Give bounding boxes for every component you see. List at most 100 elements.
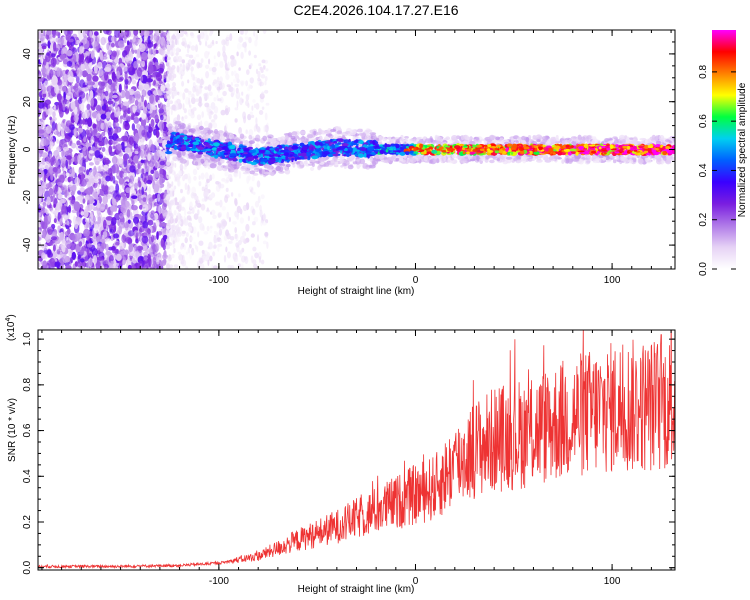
spectrogram-cell	[112, 94, 118, 99]
spectrogram-cell	[217, 244, 220, 252]
spectrogram-cell	[169, 99, 173, 104]
spectrogram-cell	[52, 167, 58, 173]
spectrogram-cell	[137, 60, 142, 64]
spectrogram-cell	[119, 76, 124, 81]
spectrogram-cell	[213, 244, 217, 249]
spectrogram-cell	[176, 33, 180, 40]
spectrogram-cell	[85, 51, 89, 56]
spectrogram-cell	[185, 96, 190, 105]
spectrogram-cell	[93, 64, 98, 74]
spectrogram-cell	[171, 181, 174, 187]
spectrogram-cell	[65, 120, 73, 128]
spectrogram-cell	[238, 249, 244, 254]
spectrogram-cell	[96, 113, 101, 122]
spectrogram-cell	[191, 73, 195, 81]
spectrogram-cell	[137, 84, 143, 91]
spectrogram-cell	[158, 205, 161, 214]
spectrogram-cell	[102, 55, 108, 60]
spectrogram-cell	[227, 106, 231, 113]
spectrogram-cell	[210, 102, 216, 110]
spectrogram-cell	[480, 156, 486, 162]
spectrogram-cell	[41, 45, 47, 50]
spectrogram-cell	[109, 228, 115, 234]
spectrogram-cell	[96, 206, 101, 217]
spectrogram-cell	[82, 146, 87, 151]
spectrogram-cell	[165, 83, 171, 88]
spectrogram-cell	[153, 202, 159, 207]
spectrogram-cell	[87, 259, 90, 268]
spectrogram-cell	[91, 248, 98, 256]
spectrogram-cell	[134, 150, 139, 155]
spectrogram-cell	[127, 257, 131, 265]
spectrogram-cell	[115, 196, 119, 203]
spectrogram-cell	[184, 115, 188, 120]
spectrogram-cell	[104, 72, 108, 81]
spectrogram-cell	[198, 257, 203, 262]
spectrogram-cell	[96, 236, 100, 243]
spectrogram-cell	[189, 32, 194, 36]
spectrogram-cell	[118, 222, 126, 229]
spectrogram-cell	[180, 74, 183, 80]
spectrogram-cell	[195, 98, 199, 102]
spectrogram-cell	[180, 245, 183, 250]
spectrogram-cell	[146, 179, 153, 185]
spectrogram-cell	[224, 62, 228, 71]
spectrogram-cell	[139, 225, 145, 233]
spectrogram-cell	[103, 179, 107, 186]
spectrogram-cell	[79, 249, 85, 255]
spectrogram-cell	[158, 121, 165, 131]
spectrogram-cell	[61, 245, 66, 253]
spectrogram-cell	[140, 159, 144, 164]
spectrogram-cell	[197, 209, 200, 216]
spectrogram-cell	[103, 30, 110, 35]
spectrogram-cell	[92, 123, 97, 130]
spectrogram-cell	[259, 66, 263, 71]
spectrogram-cell	[112, 122, 120, 128]
spectrogram-cell	[561, 159, 565, 164]
spectrogram-cell	[143, 83, 150, 90]
spectrogram-cell	[208, 58, 211, 65]
spectrogram-cell	[176, 114, 181, 122]
spectrogram-cell	[181, 80, 185, 87]
spectrogram-cell	[105, 203, 108, 210]
spectrogram-cell	[76, 140, 81, 146]
spectrogram-cell	[221, 39, 226, 46]
spectrogram-cell	[166, 90, 171, 95]
spectrogram-cell	[38, 262, 41, 268]
spectrogram-cell	[172, 240, 176, 249]
spectrogram-cell	[178, 91, 183, 97]
spectrogram-cell	[206, 225, 210, 232]
spectrogram-cell	[207, 246, 211, 250]
spectrogram-cell	[92, 79, 99, 89]
spectrogram-cell	[57, 122, 61, 133]
spectrogram-cell	[123, 153, 128, 162]
spectrogram-cell	[242, 231, 247, 237]
spectrogram-cell	[124, 30, 130, 38]
spectrogram-cell	[197, 231, 200, 238]
spectrogram-cell	[179, 65, 183, 72]
spectrogram-cell	[184, 40, 187, 49]
spectrogram-cell	[177, 220, 182, 225]
spectrogram-cell	[220, 220, 223, 228]
spectrogram-cell	[165, 135, 171, 141]
spectrogram-cell	[82, 111, 88, 120]
spectrogram-cell	[147, 229, 150, 236]
spectrogram-cell	[245, 223, 250, 232]
spectrogram-cell	[168, 166, 173, 174]
spectrogram-cell	[226, 211, 230, 220]
spectrogram-cell	[187, 184, 190, 191]
spectrogram-cell	[84, 30, 88, 34]
spectrogram-cell	[138, 105, 144, 110]
spectrogram-cell	[93, 40, 98, 51]
spectrogram-cell	[189, 251, 193, 260]
spectrogram-cell	[232, 221, 237, 225]
spectrogram-cell	[131, 123, 136, 131]
spectrogram-cell	[57, 225, 61, 230]
spectrogram-cell	[242, 41, 247, 48]
spectrogram-cell	[49, 257, 56, 268]
spectrogram-cell	[188, 90, 192, 95]
spectrogram-cell	[166, 155, 170, 161]
spectrogram-cell	[120, 250, 126, 256]
spectrogram-cell	[105, 250, 111, 256]
spectrogram-cell	[262, 240, 267, 245]
